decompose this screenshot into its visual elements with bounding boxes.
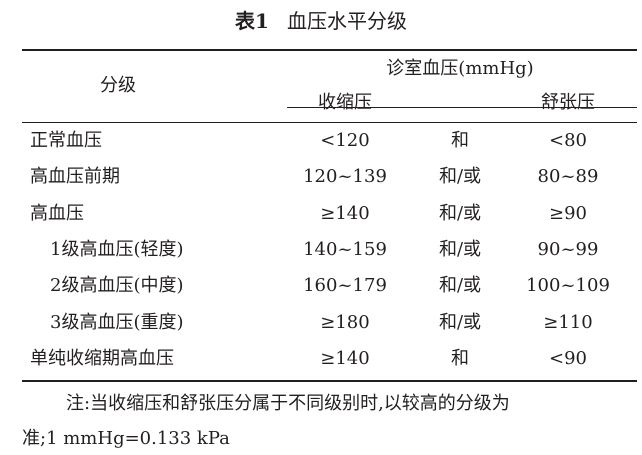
header-group: 诊室血压(mmHg): [386, 58, 534, 79]
row-category: 正常血压: [30, 130, 102, 151]
row-diastolic: 100~109: [526, 275, 610, 297]
row-systolic: 160~179: [303, 275, 387, 297]
row-systolic: ≥140: [320, 347, 370, 369]
row-connector: 和/或: [438, 202, 482, 224]
row-systolic: ≥180: [320, 311, 370, 333]
row-diastolic: 80~89: [537, 166, 599, 188]
row-systolic: ≥140: [320, 202, 370, 224]
row-category: 2级高血压(中度): [50, 275, 184, 297]
row-category: 高血压: [30, 202, 84, 224]
row-diastolic: ≥90: [549, 202, 587, 224]
table-row: 高血压 ≥140 和/或 ≥90: [0, 199, 642, 229]
top-rule: [22, 49, 637, 51]
table-number: 表1: [235, 9, 269, 33]
row-connector: 和: [451, 130, 469, 151]
row-diastolic: 90~99: [537, 238, 599, 260]
header-systolic: 收缩压: [318, 92, 372, 113]
row-diastolic: <90: [549, 347, 587, 369]
header-category: 分级: [100, 75, 136, 96]
table-row: 3级高血压(重度) ≥180 和/或 ≥110: [0, 308, 642, 338]
row-category: 单纯收缩期高血压: [30, 347, 174, 369]
header-diastolic: 舒张压: [541, 92, 595, 113]
row-systolic: 120~139: [303, 166, 387, 188]
row-connector: 和: [451, 347, 469, 369]
group-rule: [287, 107, 637, 108]
table-row: 高血压前期 120~139 和/或 80~89: [0, 162, 642, 192]
row-connector: 和/或: [438, 275, 482, 297]
table-row: 单纯收缩期高血压 ≥140 和 <90: [0, 344, 642, 374]
note-line-2: 准;1 mmHg=0.133 kPa: [22, 428, 230, 449]
row-diastolic: ≥110: [543, 311, 593, 333]
table-row: 2级高血压(中度) 160~179 和/或 100~109: [0, 271, 642, 301]
bottom-rule: [22, 380, 637, 382]
table-title: 表1 血压水平分级: [235, 10, 407, 32]
table-row: 正常血压 <120 和 <80: [0, 126, 642, 156]
note-line-1: 注:当收缩压和舒张压分属于不同级别时,以较高的分级为: [66, 393, 510, 414]
row-connector: 和/或: [438, 238, 482, 260]
row-diastolic: <80: [549, 130, 587, 151]
table-row: 1级高血压(轻度) 140~159 和/或 90~99: [0, 235, 642, 265]
table-title-text: 血压水平分级: [286, 9, 407, 33]
row-category: 1级高血压(轻度): [50, 238, 184, 260]
row-connector: 和/或: [438, 166, 482, 188]
row-category: 高血压前期: [30, 166, 120, 188]
row-category: 3级高血压(重度): [50, 311, 184, 333]
row-systolic: 140~159: [303, 238, 387, 260]
header-rule: [22, 122, 637, 123]
row-connector: 和/或: [438, 311, 482, 333]
row-systolic: <120: [320, 130, 370, 151]
